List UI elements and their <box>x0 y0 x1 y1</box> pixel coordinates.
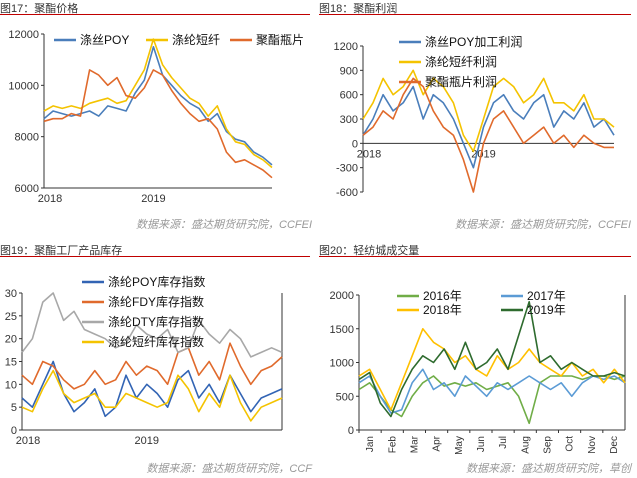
series-line-3 <box>358 328 626 411</box>
x-category-label: Jul <box>498 436 509 449</box>
title-rule-4 <box>319 256 631 257</box>
y-tick-label: 600 <box>340 90 358 102</box>
series-line-1 <box>358 375 626 425</box>
y-tick-label: 25 <box>5 311 17 323</box>
legend-label-4: 涤纶短纤库存指数 <box>108 334 204 349</box>
x-category-label: Oct <box>565 436 576 452</box>
title-rule-2 <box>319 14 631 15</box>
x-tick-label: 2019 <box>141 193 165 205</box>
x-category-label: Sep <box>542 436 553 454</box>
y-tick-label: 30 <box>5 288 17 300</box>
series-line-2 <box>21 342 283 390</box>
x-tick-label: 2018 <box>357 148 381 160</box>
chart-svg-4: 0 500 1000 1500 2000 Jan Feb Mar Apr May Jun Jul Aug… <box>330 289 626 455</box>
x-category-label: Jan <box>365 436 376 452</box>
x-category-label: Mar <box>409 435 420 453</box>
x-tick-label: 2018 <box>16 435 40 447</box>
x-category-label: Dec <box>609 436 620 454</box>
series-line-3 <box>43 69 273 179</box>
series-line-2 <box>358 368 626 414</box>
series-line-2 <box>362 69 615 153</box>
legend-label-1: 涤丝POY <box>80 33 129 47</box>
legend-label-2: 涤纶FDY库存指数 <box>108 294 204 309</box>
series-line-3 <box>21 292 283 358</box>
chart-panel-3: 图19：聚酯工厂产品库存 0 5 10 15 20 25 30 2018 2019 涤纶POY库存… <box>0 242 318 478</box>
x-category-label: Jun <box>476 436 487 452</box>
legend-label-3: 聚酯瓶片 <box>256 33 304 47</box>
y-tick-label: 10000 <box>8 80 39 92</box>
legend-label-1: 涤丝POY加工利润 <box>425 35 522 49</box>
x-category-label: Aug <box>520 436 531 454</box>
series-line-3 <box>362 77 614 193</box>
series-line-1 <box>21 360 283 418</box>
chart-svg-1: 6000 8000 10000 12000 2018 2019 涤丝POY 涤纶短纤 聚酯瓶片 <box>8 29 304 205</box>
y-tick-label: 0 <box>348 425 354 437</box>
y-tick-label: 1500 <box>330 324 354 336</box>
source-note-3: 数据来源：盛达期货研究院，CCF <box>146 463 312 475</box>
y-tick-label: 2000 <box>330 290 354 302</box>
source-note-1: 数据来源：盛达期货研究院，CCFEI <box>136 219 312 231</box>
x-category-label: Apr <box>432 435 443 451</box>
series-line-4 <box>21 369 283 422</box>
y-tick-label: 8000 <box>15 132 39 144</box>
title-rule-3 <box>0 256 310 257</box>
y-tick-label: 6000 <box>15 183 39 195</box>
chart-title-2: 图18：聚酯利润 <box>319 3 398 15</box>
legend-label-2: 涤纶短纤 <box>172 33 220 47</box>
x-category-label: Nov <box>587 436 598 454</box>
x-tick-label: 2018 <box>38 193 62 205</box>
y-tick-label: 15 <box>5 357 17 369</box>
chart-title-1: 图17：聚酯价格 <box>0 3 79 15</box>
y-tick-label: 12000 <box>8 29 39 41</box>
legend-label-4: 2019年 <box>527 303 566 317</box>
y-tick-label: 20 <box>5 334 17 346</box>
series-line-1 <box>362 85 615 169</box>
y-tick-label: 0 <box>352 138 358 150</box>
chart-panel-4: 图20：轻纺城成交量 0 500 1000 1500 2000 Jan Feb Mar Apr M… <box>319 242 637 478</box>
y-tick-label: 10 <box>5 379 17 391</box>
chart-panel-2: 图18：聚酯利润 -600 -300 0 300 600 900 1200 2018 2019 涤… <box>319 0 637 236</box>
y-tick-label: 0 <box>11 425 17 437</box>
legend-label-2: 涤纶短纤利润 <box>425 55 497 69</box>
y-tick-label: -600 <box>336 187 358 199</box>
legend-label-3: 涤纶DTY库存指数 <box>108 314 204 329</box>
legend-label-1: 2016年 <box>423 289 462 303</box>
legend-label-1: 涤纶POY库存指数 <box>108 274 205 289</box>
series-line-4 <box>358 300 626 418</box>
source-note-4: 数据来源：盛达期货研究院，草创 <box>466 463 631 475</box>
y-tick-label: 1200 <box>334 41 358 53</box>
y-tick-label: 5 <box>11 402 17 414</box>
chart-title-4: 图20：轻纺城成交量 <box>319 245 420 257</box>
series-line-2 <box>43 38 273 169</box>
y-tick-label: 300 <box>340 114 358 126</box>
legend-label-3: 2018年 <box>423 303 462 317</box>
chart-panel-1: 图17：聚酯价格 6000 8000 10000 12000 2018 2019 涤丝POY… <box>0 0 318 236</box>
chart-svg-3: 0 5 10 15 20 25 30 2018 2019 涤纶POY库存指数涤纶FDY库存指数涤纶… <box>5 274 283 447</box>
y-tick-label: 1000 <box>330 358 354 370</box>
series-line-1 <box>43 45 273 166</box>
legend-label-2: 2017年 <box>527 289 566 303</box>
y-tick-label: 900 <box>340 65 358 77</box>
y-tick-label: 500 <box>336 391 354 403</box>
y-tick-label: -300 <box>336 163 358 175</box>
title-rule-1 <box>0 14 310 15</box>
x-category-label: Feb <box>387 436 398 454</box>
legend-label-3: 聚酯瓶片利润 <box>425 75 497 89</box>
x-tick-label: 2019 <box>135 435 159 447</box>
x-category-label: May <box>454 436 465 455</box>
source-note-2: 数据来源：盛达期货研究院，CCFEI <box>455 219 631 231</box>
chart-title-3: 图19：聚酯工厂产品库存 <box>0 245 123 257</box>
